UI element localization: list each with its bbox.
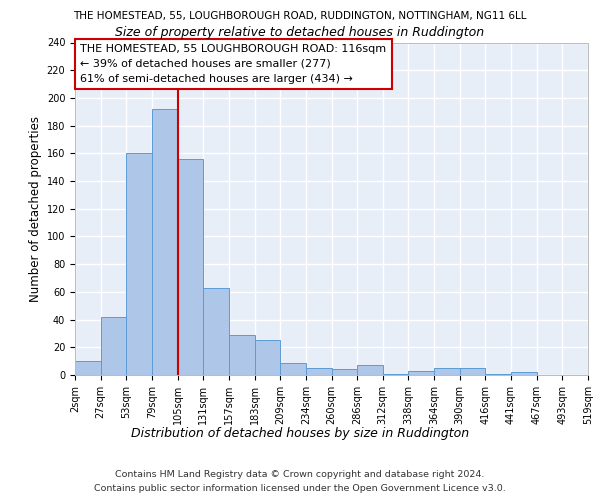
Bar: [75, 361, 101, 375]
Bar: [178, 159, 203, 375]
Bar: [203, 288, 229, 375]
Bar: [306, 368, 331, 375]
Bar: [485, 374, 511, 375]
Y-axis label: Number of detached properties: Number of detached properties: [29, 116, 43, 302]
Text: Contains HM Land Registry data © Crown copyright and database right 2024.: Contains HM Land Registry data © Crown c…: [115, 470, 485, 479]
Bar: [152, 109, 178, 375]
Text: Distribution of detached houses by size in Ruddington: Distribution of detached houses by size …: [131, 428, 469, 440]
Text: THE HOMESTEAD, 55 LOUGHBOROUGH ROAD: 116sqm
← 39% of detached houses are smaller: THE HOMESTEAD, 55 LOUGHBOROUGH ROAD: 116…: [80, 44, 386, 84]
Bar: [101, 317, 127, 375]
Text: Size of property relative to detached houses in Ruddington: Size of property relative to detached ho…: [115, 26, 485, 39]
Bar: [460, 368, 485, 375]
Text: Contains public sector information licensed under the Open Government Licence v3: Contains public sector information licen…: [94, 484, 506, 493]
Bar: [254, 340, 280, 375]
Bar: [383, 374, 409, 375]
Bar: [127, 154, 152, 375]
Text: THE HOMESTEAD, 55, LOUGHBOROUGH ROAD, RUDDINGTON, NOTTINGHAM, NG11 6LL: THE HOMESTEAD, 55, LOUGHBOROUGH ROAD, RU…: [73, 11, 527, 21]
Bar: [434, 368, 460, 375]
Bar: [331, 370, 357, 375]
Bar: [511, 372, 537, 375]
Bar: [229, 335, 254, 375]
Bar: [409, 371, 434, 375]
Bar: [280, 362, 306, 375]
Bar: [357, 366, 383, 375]
